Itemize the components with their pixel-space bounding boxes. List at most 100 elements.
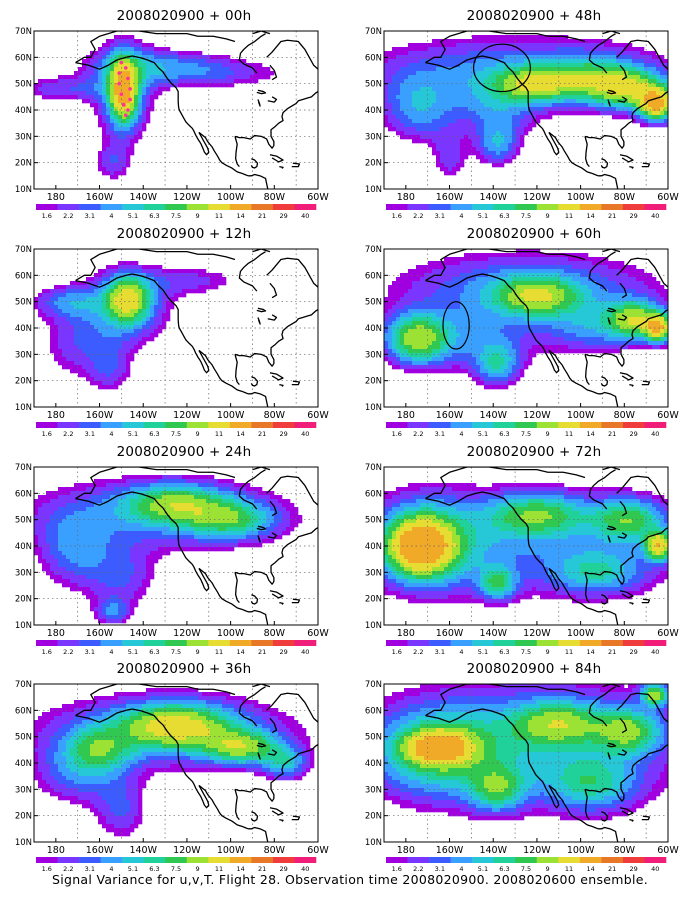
coastlines xyxy=(425,684,668,842)
lon-tick-label: 100W xyxy=(217,628,245,639)
colorbar-label: 4 xyxy=(459,430,463,438)
colorbar-label: 21 xyxy=(258,430,266,438)
colorbar-label: 6.3 xyxy=(499,212,509,220)
panel-title: 2008020900 + 72h xyxy=(466,444,602,460)
panel-plot: 10N 20N 30N 40N 50N 60N 70N 180 160W 140W 120W 100W… xyxy=(365,27,680,220)
lon-tick-label: 160W xyxy=(86,628,114,639)
lon-tick-label: 60W xyxy=(657,192,679,203)
flight-track-point xyxy=(119,92,124,96)
lat-tick-label: 70N xyxy=(365,680,382,690)
lon-tick-label: 100W xyxy=(567,192,595,203)
panel-title: 2008020900 + 24h xyxy=(116,444,252,460)
lon-tick-label: 80W xyxy=(614,628,636,639)
colorbar-swatch xyxy=(208,204,231,210)
lon-tick-label: 120W xyxy=(523,192,551,203)
colorbar-swatch xyxy=(515,640,538,646)
lon-tick-label: 60W xyxy=(657,410,679,421)
lat-tick-label: 20N xyxy=(365,595,382,605)
lon-tick-label: 160W xyxy=(436,628,464,639)
lat-tick-label: 20N xyxy=(15,159,32,169)
colorbar-label: 9 xyxy=(195,865,199,873)
lat-tick-label: 10N xyxy=(365,838,382,848)
lon-tick-label: 180 xyxy=(47,192,65,203)
colorbar-swatch xyxy=(622,857,645,863)
panel-plot: 10N 20N 30N 40N 50N 60N 70N 180 160W 140W 120W 100W… xyxy=(15,27,330,220)
colorbar-swatch xyxy=(57,422,80,428)
lon-tick-label: 180 xyxy=(397,628,415,639)
lat-tick-label: 30N xyxy=(365,568,382,578)
lon-tick-label: 160W xyxy=(86,192,114,203)
map-panel: 2008020900 + 84h 10N 20N 30N 40N 50N 60N 70N 180… xyxy=(364,661,700,876)
colorbar-label: 9 xyxy=(195,430,199,438)
colorbar-swatch xyxy=(644,857,667,863)
lat-tick-label: 60N xyxy=(365,271,382,281)
lon-tick-label: 120W xyxy=(523,410,551,421)
lat-tick-label: 40N xyxy=(15,759,32,769)
colorbar-label: 14 xyxy=(586,212,594,220)
lon-tick-label: 140W xyxy=(479,845,507,856)
lat-tick-label: 70N xyxy=(365,245,382,255)
lon-tick-label: 80W xyxy=(264,845,286,856)
colorbar-swatch xyxy=(79,857,101,863)
flight-track-point xyxy=(119,60,124,65)
colorbar-label: 6.3 xyxy=(149,212,159,220)
colorbar-swatch xyxy=(558,204,581,210)
colorbar-swatch xyxy=(644,204,667,210)
lon-tick-label: 160W xyxy=(436,192,464,203)
colorbar-label: 7.5 xyxy=(521,212,531,220)
panel-plot: 10N 20N 30N 40N 50N 60N 70N 180 160W 140W 120W 100W… xyxy=(15,680,330,873)
colorbar-label: 14 xyxy=(586,648,594,656)
colorbar-label: 11 xyxy=(565,865,573,873)
coastlines xyxy=(75,684,318,842)
lon-tick-label: 60W xyxy=(307,410,329,421)
lon-tick-label: 180 xyxy=(397,192,415,203)
colorbar-label: 9 xyxy=(195,648,199,656)
colorbar-label: 11 xyxy=(215,212,223,220)
colorbar: 1.6 2.2 3.1 4 5.1 6.3 7.5 9 11 14 21 29 40 xyxy=(36,422,317,438)
colorbar-label: 40 xyxy=(651,212,659,220)
lon-tick-label: 80W xyxy=(614,845,636,856)
colorbar-label: 1.6 xyxy=(42,430,52,438)
colorbar-label: 7.5 xyxy=(171,648,181,656)
colorbar-label: 5.1 xyxy=(478,212,488,220)
colorbar-swatch xyxy=(36,640,58,646)
colorbar-label: 6.3 xyxy=(149,430,159,438)
colorbar-label: 11 xyxy=(565,648,573,656)
colorbar-swatch xyxy=(579,857,602,863)
lat-tick-label: 20N xyxy=(365,377,382,387)
colorbar-swatch xyxy=(622,204,645,210)
lon-tick-label: 140W xyxy=(479,628,507,639)
colorbar-label: 2.2 xyxy=(63,865,73,873)
colorbar-label: 11 xyxy=(565,212,573,220)
colorbar-swatch xyxy=(229,422,252,428)
panel-plot: 10N 20N 30N 40N 50N 60N 70N 180 160W 140W 120W 100W… xyxy=(15,245,330,438)
colorbar-swatch xyxy=(57,640,80,646)
variance-field xyxy=(384,31,668,189)
colorbar-swatch xyxy=(579,204,602,210)
colorbar-label: 21 xyxy=(608,430,616,438)
colorbar-label: 4 xyxy=(459,648,463,656)
colorbar-label: 11 xyxy=(215,430,223,438)
colorbar-label: 3.1 xyxy=(85,430,95,438)
colorbar-swatch xyxy=(272,640,295,646)
grid-lines xyxy=(384,249,668,407)
colorbar-label: 14 xyxy=(586,430,594,438)
lon-tick-label: 140W xyxy=(129,845,157,856)
colorbar-swatch xyxy=(601,857,624,863)
lat-tick-label: 60N xyxy=(15,706,32,716)
panel-plot: 10N 20N 30N 40N 50N 60N 70N 180 160W 140W 120W 100W… xyxy=(365,463,680,656)
variance-field xyxy=(384,467,668,625)
colorbar-label: 40 xyxy=(651,865,659,873)
colorbar-label: 5.1 xyxy=(128,430,138,438)
flight-track-point xyxy=(126,108,130,112)
colorbar-swatch xyxy=(601,640,624,646)
lat-tick-label: 60N xyxy=(365,489,382,499)
lon-tick-label: 140W xyxy=(479,410,507,421)
colorbar-swatch xyxy=(450,640,473,646)
colorbar-swatch xyxy=(208,857,231,863)
colorbar-swatch xyxy=(143,204,166,210)
colorbar-swatch xyxy=(558,857,581,863)
colorbar-swatch xyxy=(644,422,667,428)
colorbar-swatch xyxy=(100,204,123,210)
lon-tick-label: 80W xyxy=(264,192,286,203)
